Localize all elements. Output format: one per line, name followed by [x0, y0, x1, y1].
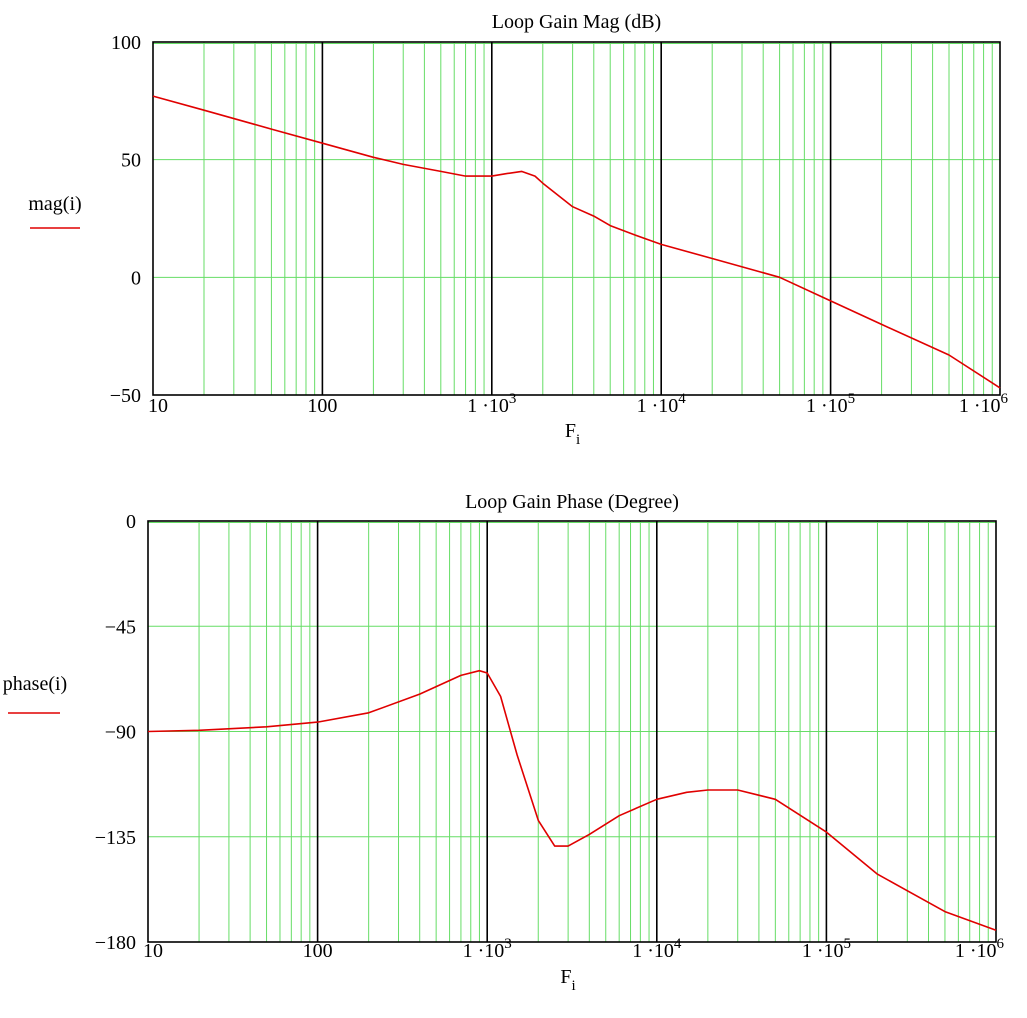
y-tick-label: 100	[111, 32, 141, 54]
x-tick-label: 1 ·104	[637, 391, 687, 417]
plot-frame	[152, 41, 1001, 396]
y-tick-label: 50	[121, 150, 141, 172]
x-tick-label: 1 ·103	[463, 936, 512, 962]
x-tick-label: 1 ·106	[959, 391, 1009, 417]
y-tick-label: −90	[105, 722, 136, 744]
x-tick-label: 100	[307, 395, 337, 417]
chart-title: Loop Gain Mag (dB)	[492, 11, 661, 33]
series-line	[147, 669, 997, 932]
y-tick-label: −180	[95, 932, 136, 954]
y-tick-label: −50	[110, 385, 141, 407]
x-tick-label: 1 ·103	[467, 391, 516, 417]
chart-title: Loop Gain Phase (Degree)	[465, 491, 679, 513]
x-axis-label: Fi	[560, 966, 575, 994]
x-tick-label: 1 ·106	[955, 936, 1005, 962]
y-tick-label: 0	[131, 267, 141, 289]
chart-2: Loop Gain Phase (Degree) 0 −45 −90 −135 −180 1…	[3, 491, 1005, 994]
x-tick-label: 1 ·105	[806, 391, 855, 417]
x-tick-label: 10	[148, 395, 168, 417]
x-tick-label: 100	[303, 940, 333, 962]
y-tick-label: −135	[95, 827, 136, 849]
legend-label: phase(i)	[3, 673, 67, 695]
series-line	[152, 95, 1001, 389]
x-tick-label: 1 ·104	[632, 936, 682, 962]
x-tick-label: 10	[143, 940, 163, 962]
legend-label: mag(i)	[28, 193, 81, 215]
y-tick-label: 0	[126, 511, 136, 533]
y-tick-label: −45	[105, 616, 136, 638]
chart-1: Loop Gain Mag (dB) 100 50 0 −50 10 100 1 ·103 1 …	[28, 11, 1008, 448]
x-axis-label: Fi	[565, 420, 580, 448]
x-tick-label: 1 ·105	[802, 936, 851, 962]
